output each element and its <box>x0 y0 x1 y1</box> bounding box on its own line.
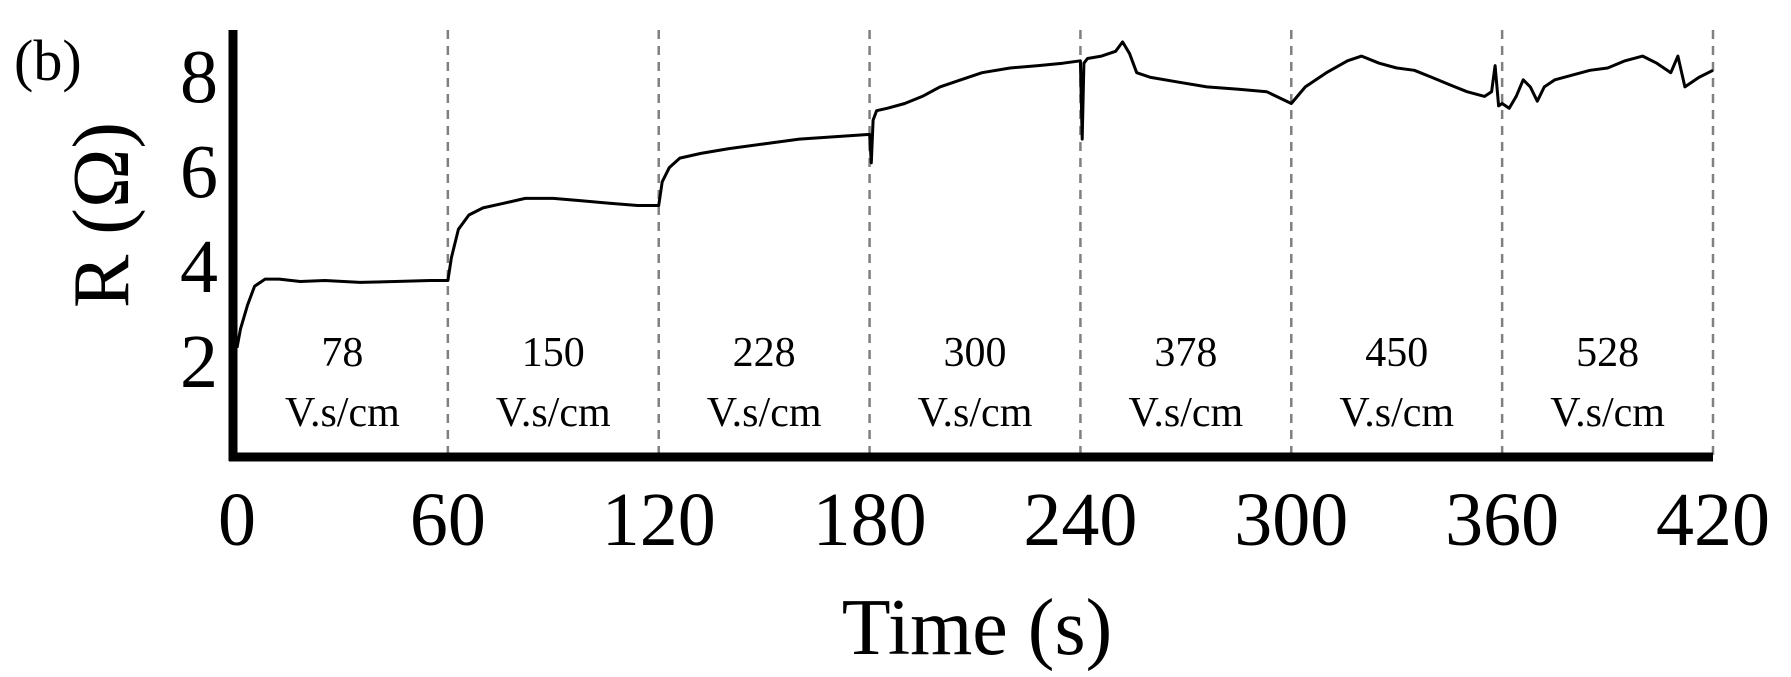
segment-value-label: 378 <box>1154 330 1217 376</box>
segment-value-label: 300 <box>944 330 1007 376</box>
segment-unit-label: V.s/cm <box>285 390 400 436</box>
segment-unit-label: V.s/cm <box>707 390 822 436</box>
segment-unit-label: V.s/cm <box>1128 390 1243 436</box>
y-tick-label: 4 <box>180 225 218 309</box>
segment-unit-label: V.s/cm <box>1339 390 1454 436</box>
x-tick-label: 240 <box>1023 478 1137 562</box>
y-tick-label: 2 <box>180 320 218 404</box>
x-tick-label: 0 <box>218 478 256 562</box>
x-axis-label: Time (s) <box>842 584 1112 672</box>
y-tick-label: 8 <box>180 35 218 119</box>
segment-unit-label: V.s/cm <box>1550 390 1665 436</box>
y-tick-label: 6 <box>180 130 218 214</box>
segment-labels: 78 V.s/cm 150 V.s/cm 228 V.s/cm 300 V.s/cm 378 V.… <box>285 330 1665 436</box>
segment-value-label: 228 <box>733 330 796 376</box>
segment-value-label: 78 <box>321 330 363 376</box>
x-tick-labels: 0 60 120 180 240 300 360 420 <box>218 478 1770 562</box>
y-tick-labels: 2 4 6 8 <box>180 35 218 404</box>
segment-value-label: 528 <box>1576 330 1639 376</box>
segment-value-label: 150 <box>522 330 585 376</box>
x-tick-label: 180 <box>813 478 927 562</box>
x-tick-label: 360 <box>1445 478 1559 562</box>
x-tick-label: 60 <box>410 478 486 562</box>
panel-label: (b) <box>14 28 82 93</box>
segment-value-label: 450 <box>1365 330 1428 376</box>
x-tick-label: 300 <box>1234 478 1348 562</box>
x-tick-label: 420 <box>1656 478 1770 562</box>
x-tick-label: 120 <box>602 478 716 562</box>
segment-unit-label: V.s/cm <box>918 390 1033 436</box>
y-axis-label: R (Ω) <box>58 122 146 308</box>
segment-unit-label: V.s/cm <box>496 390 611 436</box>
resistance-series-line <box>235 40 1714 349</box>
